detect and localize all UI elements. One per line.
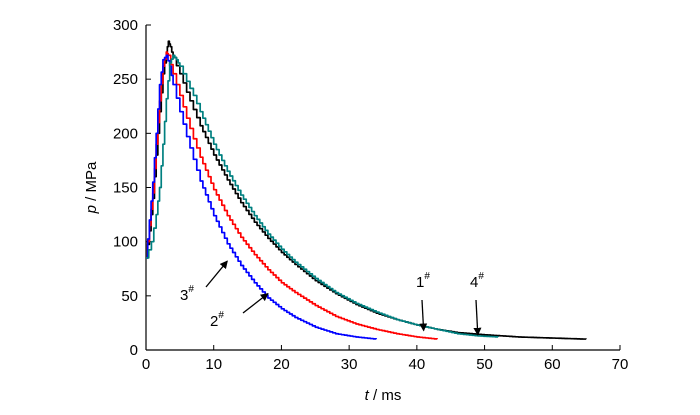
annotation-arrow-4 bbox=[473, 299, 482, 336]
y-tick-label: 0 bbox=[130, 342, 138, 359]
annotation-sup: # bbox=[188, 284, 194, 295]
annotation-sup: # bbox=[218, 310, 224, 321]
annotation-number: 1 bbox=[416, 274, 424, 291]
annotation-sup: # bbox=[424, 271, 430, 282]
x-tick-label: 40 bbox=[409, 356, 426, 373]
x-axis-var: t bbox=[365, 387, 370, 404]
axes: 0 10 20 30 40 50 60 70 0 50 100 150 200 250 300 bbox=[113, 17, 628, 373]
x-tick-label: 60 bbox=[544, 356, 561, 373]
x-tick-label: 0 bbox=[142, 356, 150, 373]
y-tick-label: 150 bbox=[113, 180, 138, 197]
annotation-number: 4 bbox=[470, 274, 478, 291]
annotations-group: 3#2#1# 4# bbox=[180, 260, 484, 336]
x-tick-label: 10 bbox=[205, 356, 222, 373]
series-line-2 bbox=[146, 51, 439, 340]
annotation-label-3: 3# bbox=[180, 284, 194, 304]
y-axis-title: p / MPa bbox=[83, 161, 100, 214]
y-tick-label: 50 bbox=[121, 288, 138, 305]
series-line-3 bbox=[146, 54, 378, 340]
x-tick-label: 20 bbox=[273, 356, 290, 373]
x-axis-unit: / ms bbox=[369, 387, 402, 404]
annotation-number: 2 bbox=[210, 313, 218, 330]
annotation-label-1: 1# bbox=[416, 271, 430, 291]
annotation-sup: # bbox=[478, 271, 484, 282]
y-axis-unit: / MPa bbox=[83, 161, 100, 205]
annotation-number: 3 bbox=[180, 287, 188, 304]
annotation-arrow-2 bbox=[242, 293, 269, 314]
x-tick-label: 70 bbox=[612, 356, 629, 373]
series-line-4 bbox=[146, 54, 499, 338]
y-tick-label: 250 bbox=[113, 71, 138, 88]
y-tick-label: 100 bbox=[113, 234, 138, 251]
x-axis-title: t / ms bbox=[365, 387, 402, 404]
x-tick-label: 30 bbox=[341, 356, 358, 373]
x-tick-label: 50 bbox=[476, 356, 493, 373]
annotation-label-2: 2# bbox=[210, 310, 224, 330]
annotation-label-4: 4# bbox=[470, 271, 484, 291]
series-group bbox=[146, 40, 587, 340]
series-line-1 bbox=[146, 40, 587, 340]
annotation-arrow-3 bbox=[205, 260, 228, 288]
y-tick-label: 300 bbox=[113, 17, 138, 34]
y-axis-var: p bbox=[83, 205, 100, 214]
y-tick-label: 200 bbox=[113, 125, 138, 142]
annotation-arrow-1 bbox=[419, 299, 428, 332]
